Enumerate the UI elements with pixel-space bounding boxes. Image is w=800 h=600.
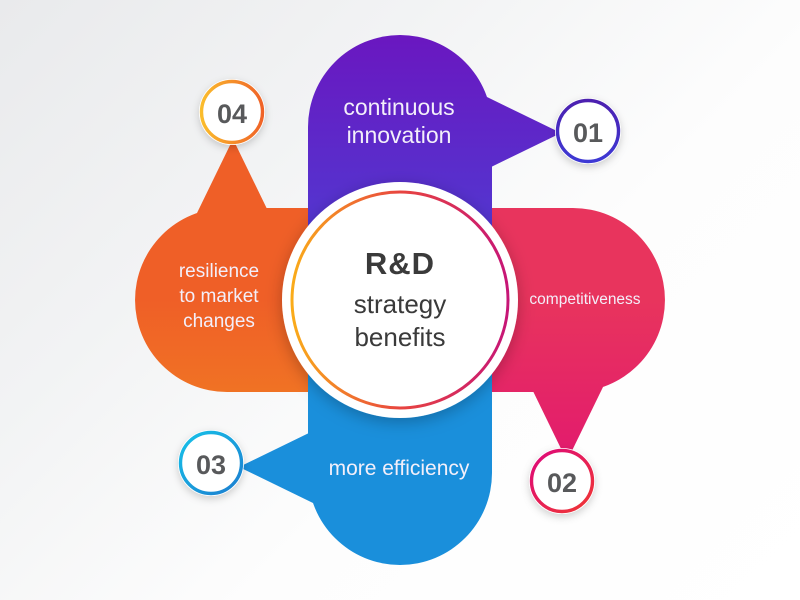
svg-text:01: 01 bbox=[573, 118, 603, 148]
svg-text:resilience: resilience bbox=[179, 261, 259, 282]
svg-text:02: 02 bbox=[547, 468, 577, 498]
svg-text:changes: changes bbox=[183, 311, 255, 332]
svg-text:R&D: R&D bbox=[365, 246, 435, 281]
svg-text:03: 03 bbox=[196, 450, 226, 480]
svg-text:to market: to market bbox=[179, 286, 259, 307]
svg-text:04: 04 bbox=[217, 99, 247, 129]
svg-text:continuous: continuous bbox=[343, 94, 454, 120]
svg-text:competitiveness: competitiveness bbox=[529, 291, 640, 308]
svg-text:innovation: innovation bbox=[347, 122, 452, 148]
svg-text:strategy: strategy bbox=[354, 289, 447, 319]
svg-text:more efficiency: more efficiency bbox=[329, 457, 470, 480]
svg-text:benefits: benefits bbox=[354, 322, 445, 352]
